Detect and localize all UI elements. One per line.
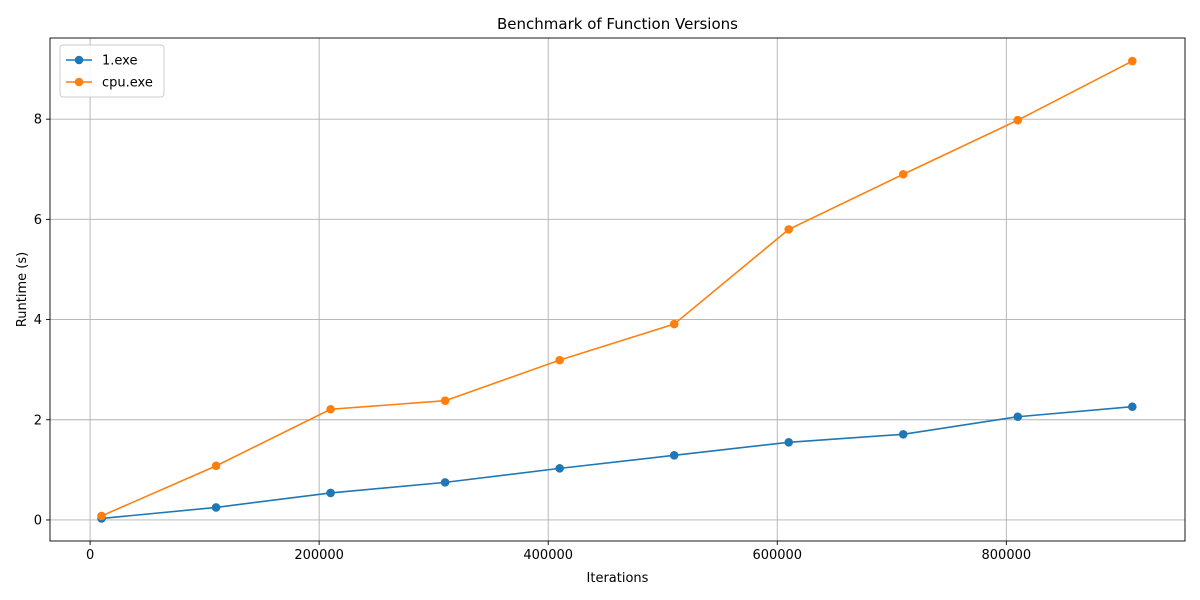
data-point (669, 451, 679, 460)
legend-label: 1.exe (102, 54, 137, 69)
legend-swatch-marker (74, 77, 84, 87)
data-point (1128, 56, 1137, 66)
series-1.exe (97, 402, 1137, 523)
axis-ticks: 0 200000 400000 600000 800000 0 2 4 6 8 (34, 113, 1031, 563)
data-point (440, 396, 450, 406)
y-tick-label: 4 (34, 313, 42, 328)
x-tick-label: 400000 (523, 548, 573, 563)
y-tick-label: 2 (34, 413, 42, 428)
x-tick-label: 600000 (752, 548, 802, 563)
data-point (440, 478, 450, 487)
y-tick-label: 0 (34, 513, 42, 528)
legend-item: cpu.exe (66, 76, 153, 91)
legend-label: cpu.exe (102, 76, 153, 91)
series-line (101, 60, 1133, 517)
data-point (326, 488, 335, 498)
x-tick-label: 0 (86, 548, 94, 563)
data-point (898, 429, 908, 439)
x-tick-label: 800000 (982, 548, 1032, 563)
y-axis-title: Runtime (s) (15, 252, 30, 327)
grid (50, 38, 1185, 541)
legend: 1.exe cpu.exe (59, 44, 165, 98)
chart-title: Benchmark of Function Versions (497, 15, 738, 33)
data-point (555, 355, 564, 365)
series-cpu.exe (97, 56, 1137, 521)
data-point (211, 503, 221, 512)
plot-frame (49, 37, 1186, 542)
data-point (1013, 115, 1023, 125)
data-point (211, 461, 221, 471)
data-point (555, 464, 564, 473)
legend-swatch-marker (74, 55, 84, 65)
plot-series (97, 56, 1137, 523)
y-tick-label: 6 (34, 213, 42, 228)
x-axis-title: Iterations (587, 571, 649, 586)
x-tick-label: 200000 (294, 548, 344, 563)
legend-box (59, 44, 165, 98)
data-point (784, 225, 794, 234)
data-point (669, 319, 679, 329)
data-point (1128, 402, 1137, 412)
data-point (784, 438, 794, 447)
data-point (898, 169, 908, 179)
data-point (1013, 412, 1023, 422)
legend-item: 1.exe (66, 54, 137, 69)
series-line (101, 405, 1133, 520)
data-point (97, 511, 106, 521)
data-point (326, 404, 335, 414)
y-tick-label: 8 (34, 113, 42, 128)
